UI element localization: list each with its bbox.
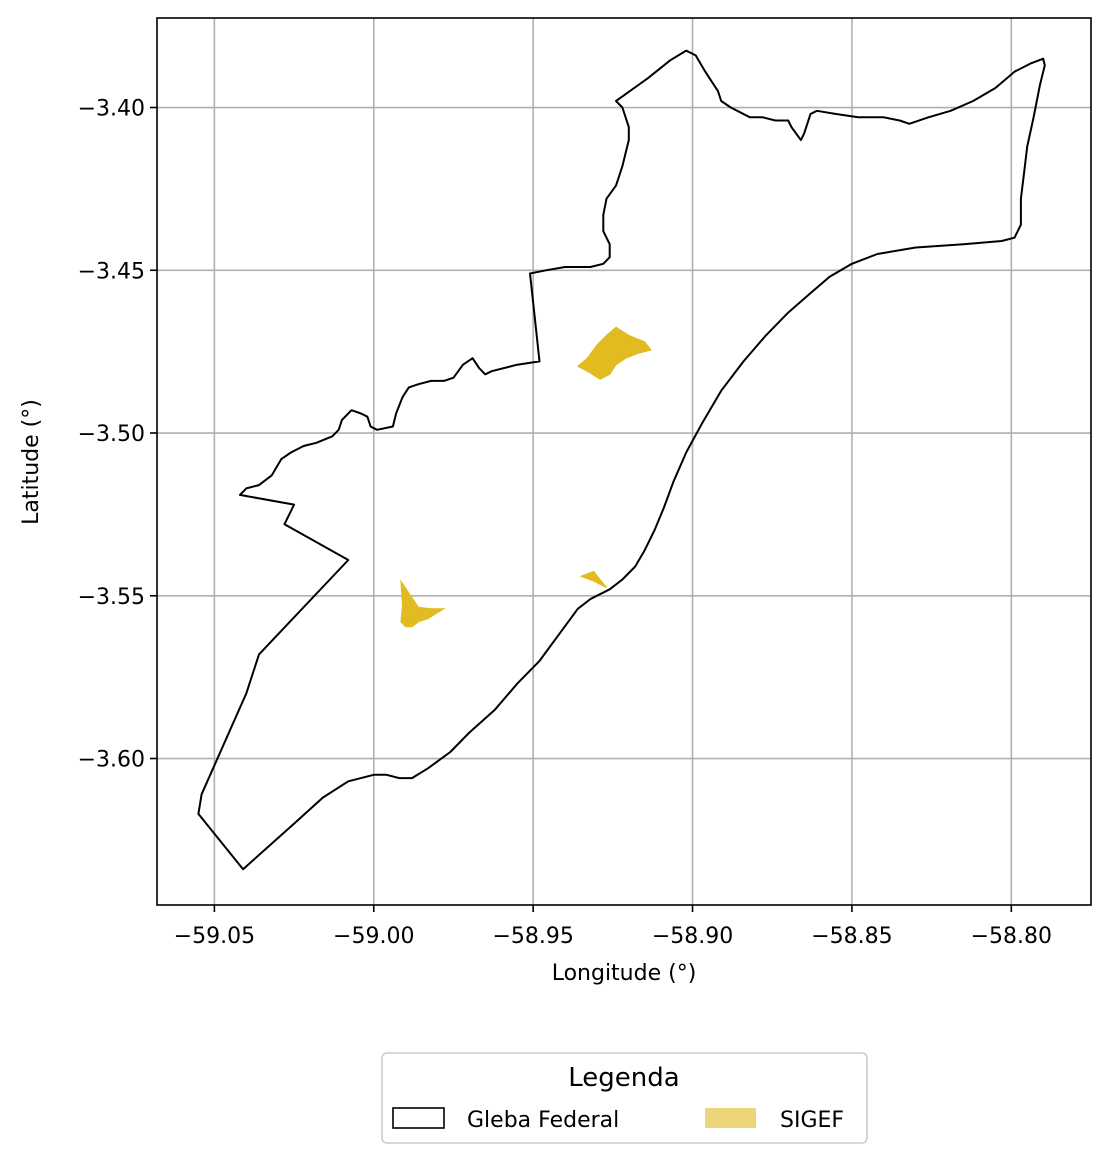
y-tick-label: −3.45	[78, 259, 145, 284]
y-axis-ticks: −3.40 −3.45 −3.50 −3.55 −3.60	[78, 97, 157, 773]
legend-swatch-sigef	[705, 1108, 756, 1128]
sigef-parcel-1	[576, 326, 652, 380]
plot-area-frame	[156, 17, 1092, 906]
y-tick-label: −3.60	[78, 748, 145, 773]
y-tick-label: −3.50	[78, 422, 145, 447]
sigef-layer	[400, 326, 652, 628]
legend: Legenda Gleba Federal SIGEF	[381, 1052, 868, 1144]
x-tick-label: −58.90	[652, 924, 733, 949]
legend-label-sigef: SIGEF	[780, 1108, 844, 1133]
y-axis-label: Latitude (°)	[19, 399, 44, 525]
x-tick-label: −58.80	[971, 924, 1052, 949]
grid-lines	[157, 18, 1091, 905]
x-tick-label: −58.95	[492, 924, 573, 949]
legend-label-gleba-federal: Gleba Federal	[467, 1108, 619, 1133]
x-tick-label: −58.85	[811, 924, 892, 949]
sigef-parcel-2	[400, 579, 446, 628]
gleba-federal-layer	[197, 49, 1046, 871]
y-tick-label: −3.40	[78, 97, 145, 122]
x-tick-label: −59.00	[333, 924, 414, 949]
x-axis-ticks: −59.05 −59.00 −58.95 −58.90 −58.85 −58.80	[174, 905, 1052, 949]
gleba-federal-boundary	[197, 49, 1046, 871]
sigef-parcel-3	[579, 570, 607, 589]
x-axis-label: Longitude (°)	[552, 961, 697, 986]
legend-swatch-gleba-federal	[392, 1107, 445, 1129]
x-tick-label: −59.05	[174, 924, 255, 949]
legend-title: Legenda	[568, 1063, 679, 1093]
y-tick-label: −3.55	[78, 585, 145, 610]
